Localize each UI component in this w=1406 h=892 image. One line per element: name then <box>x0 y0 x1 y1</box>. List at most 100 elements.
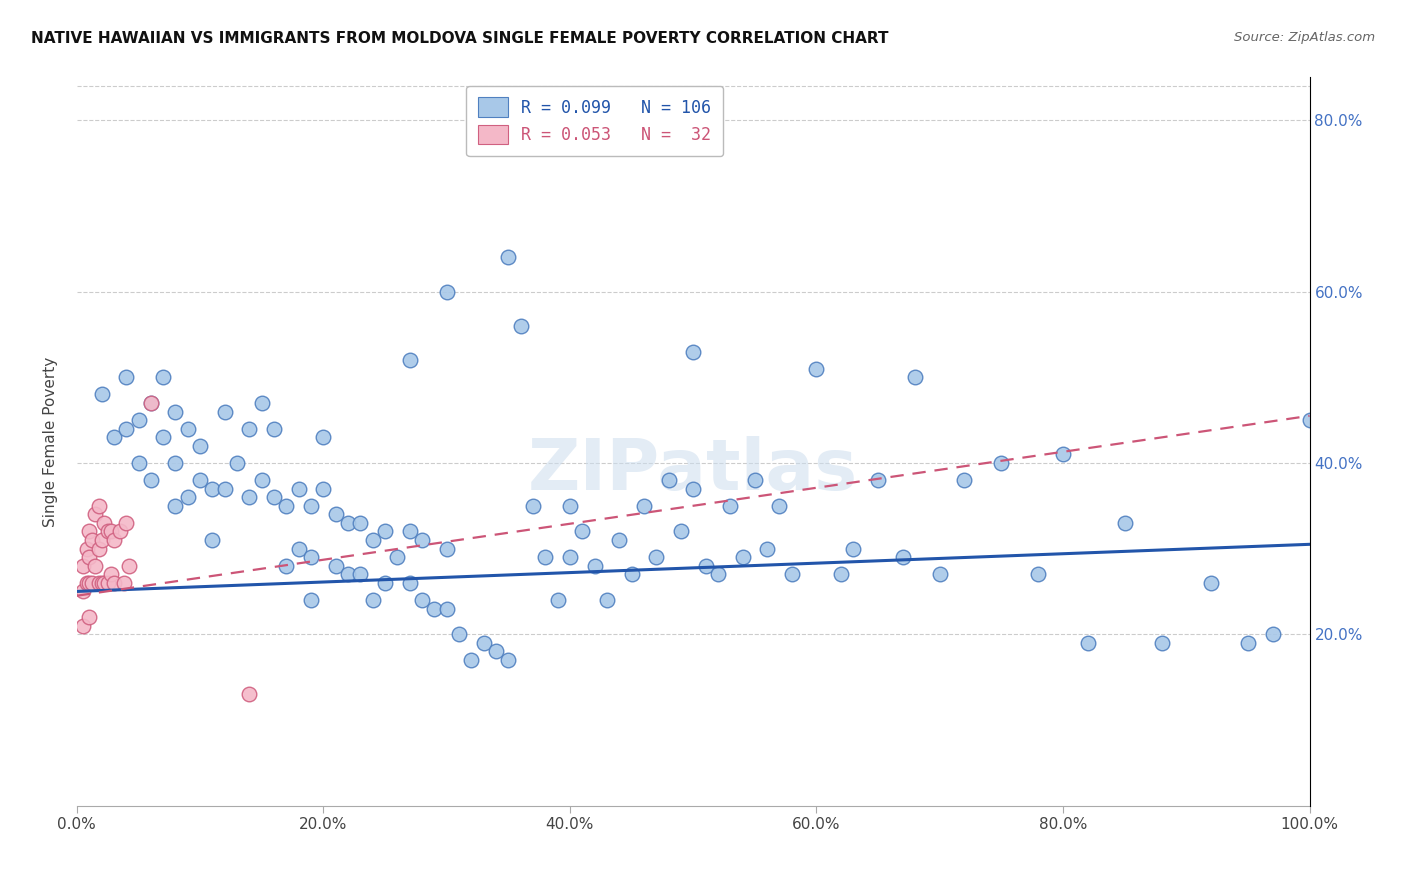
Point <box>299 593 322 607</box>
Point <box>928 567 950 582</box>
Point <box>84 508 107 522</box>
Point <box>201 533 224 547</box>
Point <box>509 318 531 333</box>
Point <box>682 344 704 359</box>
Point <box>80 575 103 590</box>
Point <box>756 541 779 556</box>
Point <box>299 550 322 565</box>
Text: Source: ZipAtlas.com: Source: ZipAtlas.com <box>1234 31 1375 45</box>
Point <box>1261 627 1284 641</box>
Point <box>1150 636 1173 650</box>
Point <box>93 516 115 530</box>
Point <box>325 508 347 522</box>
Point <box>90 575 112 590</box>
Text: ZIPatlas: ZIPatlas <box>529 436 858 505</box>
Point <box>103 575 125 590</box>
Point <box>87 575 110 590</box>
Point <box>657 473 679 487</box>
Point <box>152 370 174 384</box>
Point <box>1114 516 1136 530</box>
Point <box>287 541 309 556</box>
Point <box>238 687 260 701</box>
Point <box>436 541 458 556</box>
Point <box>139 396 162 410</box>
Point <box>498 653 520 667</box>
Point <box>112 575 135 590</box>
Point <box>498 250 520 264</box>
Point <box>522 499 544 513</box>
Point <box>387 550 409 565</box>
Point <box>1077 636 1099 650</box>
Point <box>398 524 420 539</box>
Point <box>76 541 98 556</box>
Point <box>374 575 396 590</box>
Point <box>596 593 619 607</box>
Point <box>558 499 581 513</box>
Point <box>226 456 249 470</box>
Point <box>868 473 890 487</box>
Point <box>547 593 569 607</box>
Text: NATIVE HAWAIIAN VS IMMIGRANTS FROM MOLDOVA SINGLE FEMALE POVERTY CORRELATION CHA: NATIVE HAWAIIAN VS IMMIGRANTS FROM MOLDO… <box>31 31 889 46</box>
Point <box>1237 636 1260 650</box>
Point <box>423 601 446 615</box>
Point <box>460 653 482 667</box>
Point <box>100 567 122 582</box>
Point <box>108 524 131 539</box>
Point <box>76 575 98 590</box>
Point <box>263 422 285 436</box>
Point <box>77 550 100 565</box>
Point <box>891 550 914 565</box>
Point <box>472 636 495 650</box>
Point <box>806 361 828 376</box>
Point <box>633 499 655 513</box>
Point <box>337 567 360 582</box>
Point <box>165 404 187 418</box>
Point <box>411 533 433 547</box>
Point <box>152 430 174 444</box>
Point <box>214 482 236 496</box>
Point <box>1028 567 1050 582</box>
Point <box>100 524 122 539</box>
Point <box>87 499 110 513</box>
Point <box>534 550 557 565</box>
Point <box>904 370 927 384</box>
Point <box>990 456 1012 470</box>
Point <box>707 567 730 582</box>
Point <box>188 439 211 453</box>
Point <box>250 396 273 410</box>
Point <box>682 482 704 496</box>
Point <box>103 533 125 547</box>
Point <box>1298 413 1320 427</box>
Point <box>447 627 470 641</box>
Point <box>830 567 852 582</box>
Point <box>139 473 162 487</box>
Point <box>287 482 309 496</box>
Point <box>72 618 94 632</box>
Point <box>87 541 110 556</box>
Point <box>201 482 224 496</box>
Point <box>312 430 335 444</box>
Point <box>312 482 335 496</box>
Point <box>128 413 150 427</box>
Point <box>398 575 420 590</box>
Point <box>238 422 260 436</box>
Point <box>276 558 298 573</box>
Point <box>276 499 298 513</box>
Point <box>115 370 138 384</box>
Y-axis label: Single Female Poverty: Single Female Poverty <box>44 357 58 526</box>
Point <box>238 490 260 504</box>
Point <box>128 456 150 470</box>
Point <box>77 524 100 539</box>
Point <box>250 473 273 487</box>
Point <box>177 490 200 504</box>
Point <box>842 541 865 556</box>
Point <box>780 567 803 582</box>
Point <box>299 499 322 513</box>
Point <box>583 558 606 573</box>
Point <box>349 516 371 530</box>
Point <box>325 558 347 573</box>
Point <box>953 473 976 487</box>
Point <box>263 490 285 504</box>
Point <box>90 387 112 401</box>
Point <box>558 550 581 565</box>
